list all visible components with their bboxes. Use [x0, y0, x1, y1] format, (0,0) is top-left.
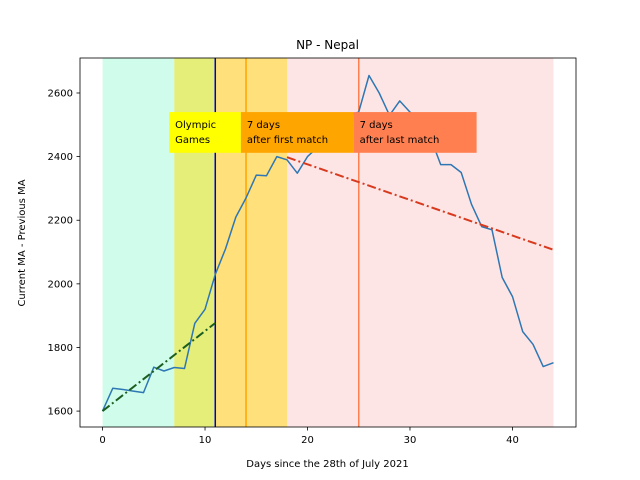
annotation-box-0 — [169, 112, 241, 153]
annotation-text-2-1: after last match — [360, 135, 440, 146]
y-axis-label: Current MA - Previous MA — [17, 179, 28, 306]
chart-title: NP - Nepal — [296, 38, 359, 52]
x-tick-label-2: 20 — [301, 435, 314, 446]
annotation-text-0-0: Olympic — [175, 120, 216, 131]
annotation-text-2-0: 7 days — [360, 120, 393, 131]
annotation-text-1-0: 7 days — [247, 120, 280, 131]
trend-line-1 — [101, 322, 216, 412]
annotation-text-1-1: after first match — [247, 135, 328, 146]
x-tick-label-3: 30 — [404, 435, 417, 446]
x-tick-label-1: 10 — [199, 435, 212, 446]
y-tick-label-5: 2600 — [48, 88, 73, 99]
annotations: Olympic Games 7 days after first match 7 day… — [169, 112, 477, 153]
x-tick-label-0: 0 — [99, 435, 105, 446]
y-tick-label-1: 1800 — [48, 343, 73, 354]
region-band-0 — [102, 58, 175, 427]
trend-line-2 — [286, 156, 554, 251]
y-tick-label-3: 2200 — [48, 216, 73, 227]
y-tick-label-4: 2400 — [48, 152, 73, 163]
x-axis-label: Days since the 28th of July 2021 — [246, 459, 408, 470]
y-tick-label-0: 1600 — [48, 407, 73, 418]
x-tick-label-4: 40 — [506, 435, 519, 446]
x-axis-ticks: 0 10 20 30 40 — [99, 427, 519, 446]
annotation-box-1 — [240, 112, 354, 153]
annotation-box-2 — [353, 112, 477, 153]
y-axis-ticks: 1600 1800 2000 2200 2400 2600 — [48, 88, 80, 418]
annotation-text-0-1: Games — [175, 135, 210, 146]
plot-frame — [79, 57, 577, 428]
y-tick-label-2: 2000 — [48, 279, 73, 290]
